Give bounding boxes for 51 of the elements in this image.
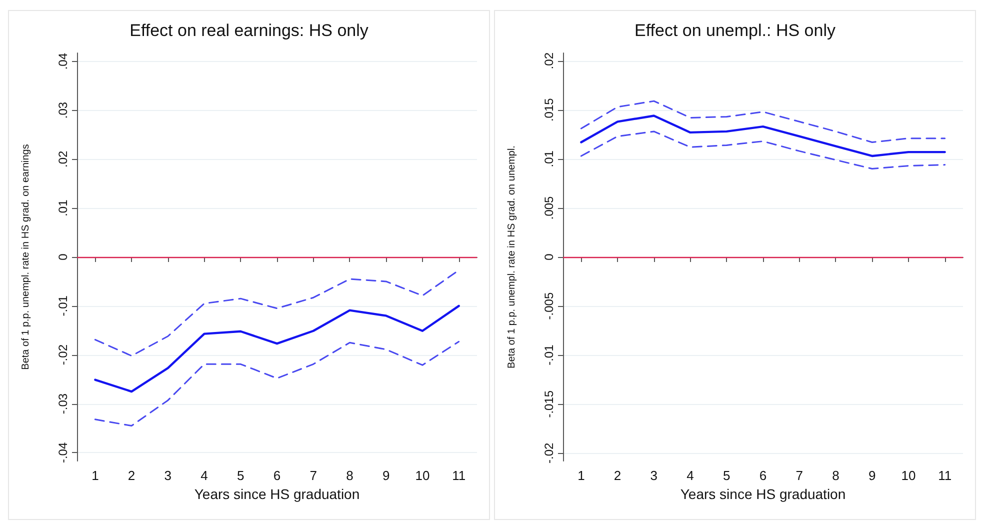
x-tick-label: 2 xyxy=(128,468,136,483)
x-tick-label: 10 xyxy=(901,468,916,483)
y-tick-label: .005 xyxy=(542,196,556,220)
x-axis-title: Years since HS graduation xyxy=(194,486,360,502)
line-series xyxy=(580,100,946,143)
line-series xyxy=(94,340,460,427)
chart-title: Effect on unempl.: HS only xyxy=(634,21,836,40)
x-tick-label: 3 xyxy=(650,468,658,483)
y-tick-label: .03 xyxy=(56,102,70,119)
x-tick-label: 5 xyxy=(237,468,244,483)
line-series xyxy=(94,304,460,393)
y-tick-label: .04 xyxy=(56,52,70,70)
y-tick-label: -.015 xyxy=(542,390,556,418)
x-tick-label: 8 xyxy=(832,468,840,483)
y-axis-title: Beta of 1 p.p. unempl. rate in HS grad. on unempl. xyxy=(506,146,518,368)
y-tick-label: -.01 xyxy=(56,295,70,316)
x-tick-label: 11 xyxy=(452,468,466,483)
y-tick-label: 0 xyxy=(542,253,556,260)
x-tick-label: 1 xyxy=(92,468,99,483)
y-tick-label: .015 xyxy=(542,98,556,122)
chart-title: Effect on real earnings: HS only xyxy=(130,21,369,40)
y-tick-label: -.02 xyxy=(56,344,70,366)
y-tick-label: .01 xyxy=(542,150,556,168)
x-tick-label: 4 xyxy=(686,468,694,483)
x-tick-label: 5 xyxy=(723,468,730,483)
y-axis-title: Beta of 1 p.p. unempl. rate in HS grad. on earnings xyxy=(20,144,32,370)
line-series xyxy=(580,114,946,158)
x-tick-label: 9 xyxy=(382,468,390,483)
x-tick-label: 7 xyxy=(310,468,317,483)
x-tick-label: 9 xyxy=(868,468,876,483)
y-tick-label: 0 xyxy=(56,253,70,260)
y-tick-label: .02 xyxy=(56,150,70,168)
y-tick-label: -.03 xyxy=(56,393,70,414)
x-tick-label: 3 xyxy=(164,468,172,483)
y-tick-label: -.01 xyxy=(542,344,556,366)
x-tick-label: 8 xyxy=(346,468,354,483)
x-tick-label: 1 xyxy=(578,468,585,483)
y-tick-label: .02 xyxy=(542,52,556,70)
y-tick-label: -.02 xyxy=(542,442,556,464)
line-series xyxy=(580,130,946,170)
y-tick-label: .01 xyxy=(56,199,70,216)
x-tick-label: 10 xyxy=(415,468,430,483)
x-tick-label: 6 xyxy=(273,468,281,483)
x-tick-label: 6 xyxy=(759,468,767,483)
x-tick-label: 2 xyxy=(614,468,622,483)
x-tick-label: 4 xyxy=(200,468,208,483)
y-tick-label: -.005 xyxy=(542,292,556,320)
x-axis-title: Years since HS graduation xyxy=(680,486,846,502)
x-tick-label: 11 xyxy=(938,468,952,483)
y-tick-label: -.04 xyxy=(56,442,70,464)
x-tick-label: 7 xyxy=(796,468,803,483)
